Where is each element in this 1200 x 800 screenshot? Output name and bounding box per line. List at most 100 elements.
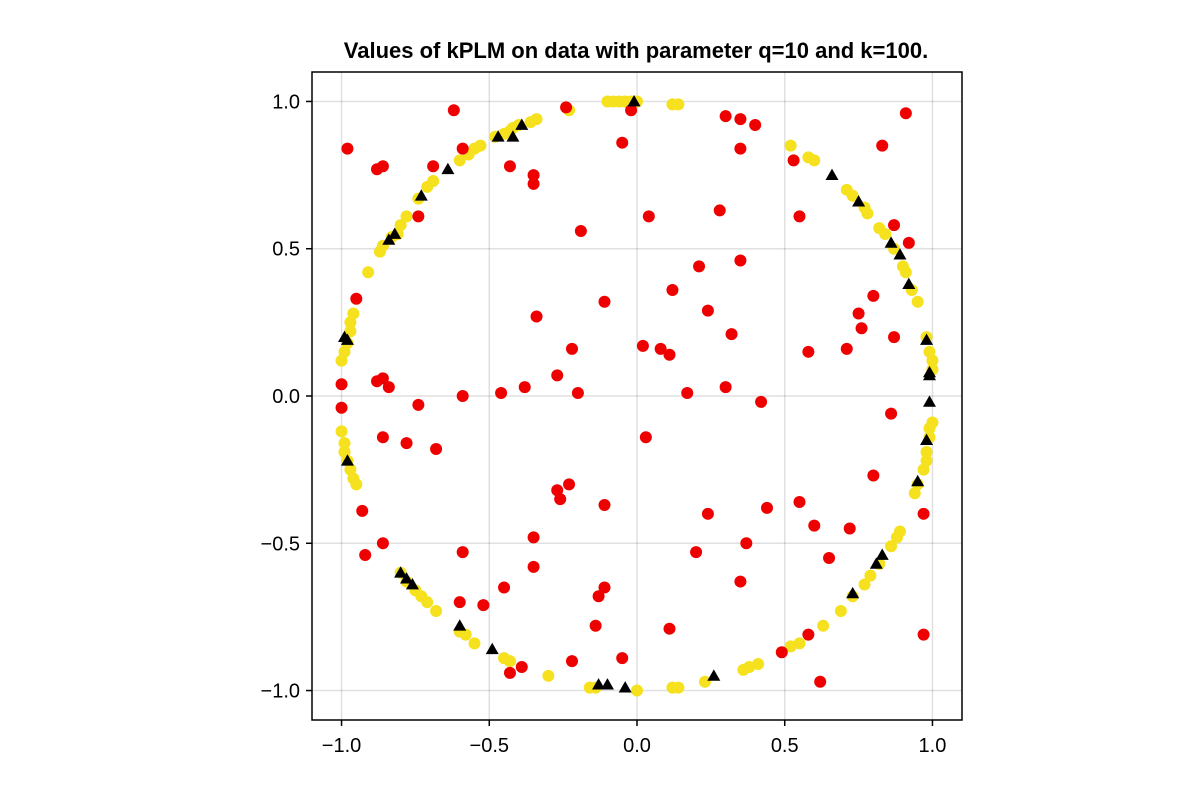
data-point bbox=[923, 345, 936, 358]
data-point bbox=[598, 295, 611, 308]
data-point-triangle bbox=[340, 333, 354, 345]
data-point bbox=[551, 369, 564, 382]
data-point bbox=[802, 151, 815, 164]
data-point bbox=[902, 236, 915, 249]
data-point bbox=[373, 245, 386, 258]
data-point bbox=[530, 113, 543, 126]
data-point bbox=[400, 437, 413, 450]
data-point bbox=[719, 381, 732, 394]
data-point bbox=[589, 619, 602, 632]
data-point bbox=[734, 254, 747, 267]
data-point bbox=[834, 605, 847, 618]
x-tick-label: 0.5 bbox=[771, 735, 799, 757]
data-point bbox=[527, 169, 540, 182]
data-point bbox=[456, 546, 469, 559]
data-point bbox=[843, 522, 856, 535]
data-point-triangle bbox=[920, 433, 934, 446]
data-point bbox=[412, 398, 425, 411]
data-point bbox=[920, 454, 933, 467]
data-point bbox=[566, 342, 578, 355]
data-point bbox=[693, 260, 706, 273]
data-point-triangle bbox=[825, 168, 839, 180]
data-point bbox=[430, 443, 443, 456]
data-point bbox=[840, 183, 853, 196]
data-point-triangle bbox=[506, 130, 520, 142]
x-tick-label: 0.0 bbox=[623, 735, 651, 757]
data-point bbox=[719, 110, 732, 123]
data-point bbox=[477, 599, 490, 612]
data-point bbox=[356, 504, 369, 517]
data-point-triangle bbox=[453, 619, 467, 631]
data-point bbox=[911, 295, 924, 308]
data-point bbox=[701, 507, 714, 520]
data-point-triangle bbox=[911, 474, 925, 487]
data-point bbox=[335, 425, 348, 438]
data-point bbox=[560, 101, 573, 114]
data-point bbox=[335, 378, 348, 391]
data-point bbox=[639, 431, 652, 444]
chart-title: Values of kPLM on data with parameter q=… bbox=[344, 38, 928, 63]
data-point-triangle bbox=[400, 572, 414, 584]
data-point bbox=[503, 655, 516, 668]
data-point bbox=[566, 655, 578, 668]
data-point bbox=[817, 619, 830, 632]
data-point bbox=[616, 136, 629, 149]
data-point bbox=[775, 646, 788, 659]
data-point bbox=[808, 519, 821, 532]
data-point bbox=[430, 605, 443, 618]
y-tick-label: 1.0 bbox=[272, 91, 300, 113]
data-point-triangle bbox=[340, 454, 354, 466]
data-point bbox=[350, 478, 363, 491]
data-point bbox=[855, 322, 868, 335]
data-point bbox=[515, 660, 528, 673]
data-point bbox=[598, 498, 611, 511]
data-point bbox=[335, 354, 348, 367]
data-point bbox=[631, 684, 643, 697]
data-point bbox=[376, 372, 389, 385]
data-point-triangle bbox=[515, 118, 529, 130]
data-point bbox=[527, 177, 540, 190]
data-point bbox=[666, 283, 679, 296]
data-point bbox=[527, 560, 540, 573]
x-tick-label: −0.5 bbox=[470, 735, 509, 757]
data-point bbox=[749, 119, 762, 132]
data-point bbox=[495, 387, 508, 400]
data-point bbox=[427, 160, 440, 173]
data-point bbox=[858, 578, 871, 591]
data-point bbox=[802, 628, 815, 641]
x-tick-label: 1.0 bbox=[919, 735, 947, 757]
data-point bbox=[412, 210, 425, 223]
data-point bbox=[864, 569, 877, 582]
data-point bbox=[359, 549, 372, 562]
data-point bbox=[793, 210, 806, 223]
data-point-triangle bbox=[902, 277, 916, 289]
data-point bbox=[453, 596, 466, 609]
data-point bbox=[690, 546, 703, 559]
data-point bbox=[542, 669, 555, 682]
data-point bbox=[654, 342, 667, 355]
data-point bbox=[574, 225, 587, 238]
data-point bbox=[625, 104, 638, 117]
data-point bbox=[456, 142, 469, 155]
data-point bbox=[725, 328, 738, 341]
data-point bbox=[453, 154, 466, 167]
data-point bbox=[498, 581, 511, 594]
data-point bbox=[755, 395, 768, 408]
data-point bbox=[899, 107, 912, 120]
data-point bbox=[920, 445, 933, 458]
data-point-triangle bbox=[875, 548, 889, 560]
data-point bbox=[917, 628, 930, 641]
data-point bbox=[503, 160, 516, 173]
data-point bbox=[456, 390, 469, 402]
data-point bbox=[421, 596, 434, 609]
data-point bbox=[734, 113, 747, 126]
data-point bbox=[885, 540, 898, 553]
data-point bbox=[598, 581, 611, 594]
data-point bbox=[734, 142, 747, 155]
data-point-triangle bbox=[923, 368, 936, 381]
data-point bbox=[382, 381, 395, 394]
data-point bbox=[376, 431, 389, 444]
data-point bbox=[636, 339, 649, 352]
data-point bbox=[527, 531, 540, 544]
